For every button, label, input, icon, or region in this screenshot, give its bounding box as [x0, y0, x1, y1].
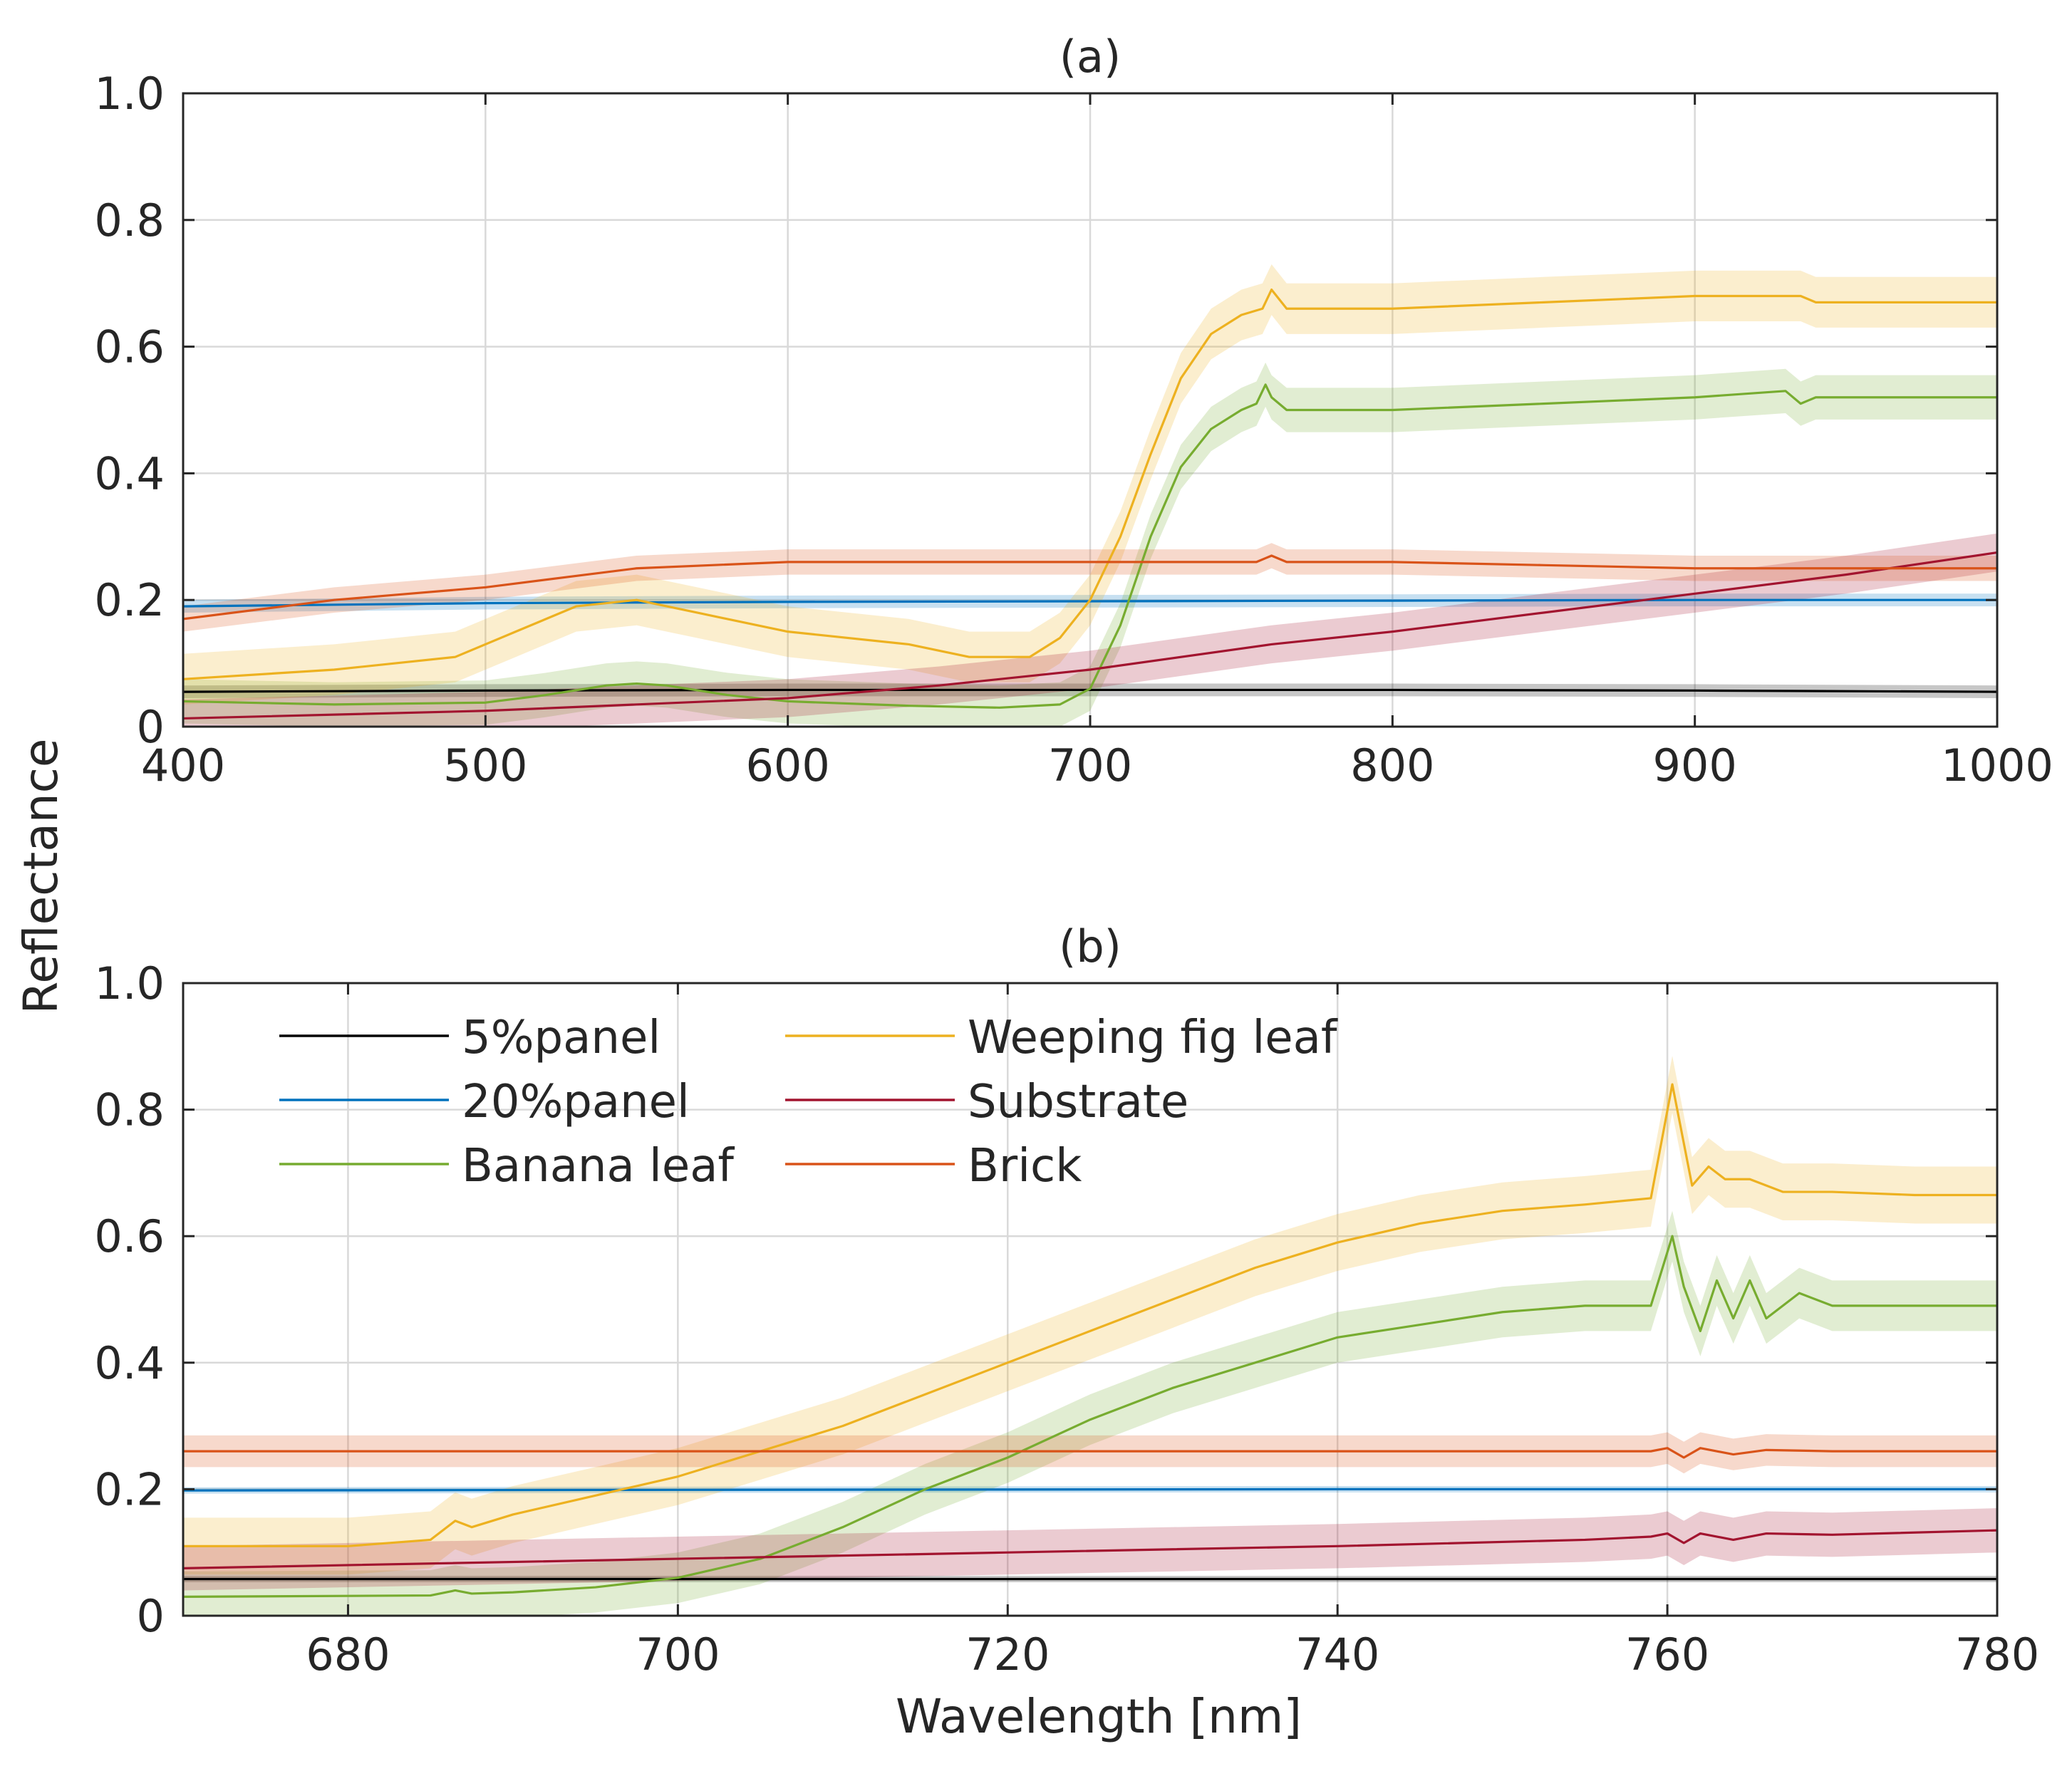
x-tick-label: 760	[1625, 1629, 1709, 1681]
y-tick-label: 0.8	[94, 1084, 165, 1136]
y-tick-label: 0.6	[94, 1210, 165, 1262]
x-tick-label: 800	[1350, 739, 1434, 791]
band-weeping-fig-leaf	[183, 1056, 1997, 1575]
x-tick-label: 1000	[1941, 739, 2053, 791]
series-line-weeping-fig-leaf	[183, 288, 1997, 680]
y-tick-label: 1.0	[94, 68, 165, 120]
y-tick-label: 0.4	[94, 447, 165, 499]
series-line-20-panel	[183, 1487, 1997, 1492]
plot-area	[183, 1056, 1997, 1616]
legend-item-banana-leaf: Banana leaf	[279, 1140, 735, 1193]
band-weeping-fig-leaf	[183, 264, 1997, 705]
x-tick-label: 680	[306, 1629, 390, 1681]
legend-label: 20%panel	[462, 1076, 690, 1128]
series-line-brick	[183, 554, 1997, 621]
plot-area	[183, 264, 1997, 727]
x-tick-label: 900	[1652, 739, 1736, 791]
legend-item-5-panel: 5%panel	[279, 1012, 661, 1064]
series-line-5-panel	[183, 688, 1997, 693]
legend-item-brick: Brick	[785, 1140, 1082, 1193]
x-tick-label: 740	[1295, 1629, 1379, 1681]
series-line-substrate	[183, 551, 1997, 720]
legend-label: Substrate	[968, 1076, 1188, 1128]
panel-title: (b)	[1059, 920, 1122, 972]
band-banana-leaf	[183, 1210, 1997, 1616]
series-line-brick	[183, 1447, 1997, 1459]
y-tick-label: 1.0	[94, 957, 165, 1009]
series-line-substrate	[183, 1529, 1997, 1569]
y-tick-label: 0	[137, 1590, 165, 1642]
x-axis-label: Wavelength [nm]	[896, 1689, 1302, 1744]
panel-b: 680 700 720 740 760 780 0 0.2 0.4 0.6 0.8 1.0 (b) 5%p…	[94, 920, 2039, 1681]
legend-item-20-panel: 20%panel	[279, 1076, 690, 1128]
legend-label: Banana leaf	[462, 1140, 735, 1193]
legend-label: Weeping fig leaf	[968, 1012, 1338, 1064]
x-tick-label: 700	[1048, 739, 1132, 791]
series-line-banana-leaf	[183, 383, 1997, 709]
legend-label: Brick	[968, 1140, 1082, 1193]
x-tick-label: 780	[1955, 1629, 2039, 1681]
axes-box	[182, 982, 1999, 1617]
panel-title: (a)	[1060, 31, 1121, 83]
y-tick-label: 0.2	[94, 1463, 165, 1515]
x-tick-label: 600	[745, 739, 829, 791]
legend-label: 5%panel	[462, 1012, 661, 1064]
y-tick-label: 0.8	[94, 194, 165, 246]
series-line-weeping-fig-leaf	[183, 1083, 1997, 1547]
band-20-panel	[183, 593, 1997, 613]
band-substrate	[183, 1508, 1997, 1591]
y-tick-label: 0.4	[94, 1337, 165, 1389]
y-tick-label: 0.2	[94, 574, 165, 626]
x-tick-label: 700	[636, 1629, 720, 1681]
panel-a: 400 500 600 700 800 900 1000 0 0.2 0.4 0.6 0.8 1.0 (a…	[94, 31, 2053, 791]
y-tick-label: 0	[137, 701, 165, 753]
y-axis-label: Reflectance	[14, 738, 68, 1014]
band-brick	[183, 1432, 1997, 1474]
x-tick-label: 500	[443, 739, 527, 791]
x-tick-label: 720	[965, 1629, 1050, 1681]
y-tick-label: 0.6	[94, 321, 165, 373]
legend: 5%panel 20%panel Banana leaf Weeping fig le…	[279, 1012, 1338, 1193]
x-tick-label: 400	[141, 739, 225, 791]
legend-item-substrate: Substrate	[785, 1076, 1188, 1128]
legend-item-weeping-fig-leaf: Weeping fig leaf	[785, 1012, 1338, 1064]
series-line-banana-leaf	[183, 1235, 1997, 1598]
